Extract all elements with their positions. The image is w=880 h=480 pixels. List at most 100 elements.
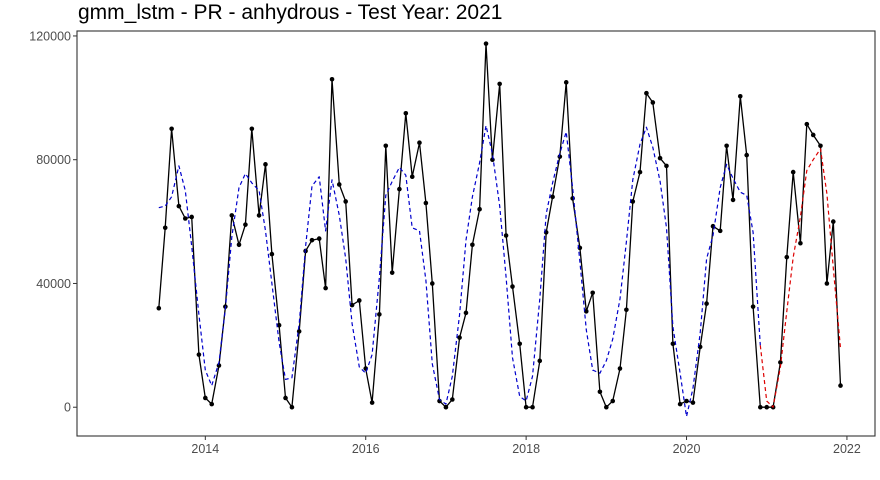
data-point xyxy=(790,169,796,175)
data-point xyxy=(249,126,255,132)
data-point xyxy=(497,81,502,87)
data-point xyxy=(604,404,609,410)
data-point xyxy=(329,76,335,82)
data-point xyxy=(357,298,362,303)
y-tick-label: 80000 xyxy=(36,153,71,167)
data-point xyxy=(182,216,188,221)
data-point xyxy=(269,251,275,257)
data-point xyxy=(510,284,515,289)
data-point xyxy=(717,228,723,234)
data-point xyxy=(624,307,629,313)
forecast-series-line xyxy=(759,148,842,408)
data-point xyxy=(336,182,342,187)
data-point xyxy=(583,309,589,314)
data-point xyxy=(323,285,328,291)
axes: 0 40000 80000 120000 2014 2016 2018 2020 2022 xyxy=(29,29,861,456)
data-point xyxy=(156,305,162,311)
data-point xyxy=(830,219,836,224)
y-tick-label: 120000 xyxy=(29,29,71,43)
data-point xyxy=(530,404,535,410)
data-point xyxy=(750,304,756,309)
data-point xyxy=(236,242,242,248)
data-point xyxy=(664,163,669,169)
x-tick-label: 2018 xyxy=(512,442,540,456)
data-point xyxy=(637,169,643,175)
data-point xyxy=(463,310,469,316)
data-point xyxy=(276,322,282,328)
data-point xyxy=(389,270,395,275)
data-point xyxy=(590,290,595,296)
data-point xyxy=(824,281,830,286)
data-point xyxy=(316,236,322,241)
data-point xyxy=(810,132,816,138)
data-point xyxy=(256,213,262,218)
data-point xyxy=(423,200,429,206)
data-point xyxy=(457,335,462,340)
data-point xyxy=(523,404,529,410)
data-point xyxy=(563,80,569,85)
data-point xyxy=(557,154,563,159)
data-point xyxy=(189,214,194,220)
x-tick-label: 2014 xyxy=(191,442,219,456)
data-point xyxy=(243,222,248,227)
data-point xyxy=(537,358,543,364)
data-point xyxy=(443,404,449,410)
chart-title: gmm_lstm - PR - anhydrous - Test Year: 2… xyxy=(78,1,503,24)
plot-panel-border xyxy=(76,30,876,437)
fitted-series-line xyxy=(158,125,761,418)
x-tick-label: 2016 xyxy=(352,442,380,456)
data-point xyxy=(383,143,389,149)
data-point xyxy=(657,155,663,161)
actual-series-line xyxy=(158,43,842,408)
data-point xyxy=(296,329,302,334)
data-point xyxy=(169,126,174,132)
series-layer xyxy=(156,41,843,418)
data-point xyxy=(617,366,623,371)
data-point xyxy=(610,398,616,404)
data-point xyxy=(744,152,749,158)
data-point xyxy=(369,400,375,405)
data-point xyxy=(483,41,489,46)
data-point xyxy=(778,360,783,365)
data-point xyxy=(517,341,523,347)
data-point xyxy=(409,174,415,180)
data-point xyxy=(417,140,422,145)
data-point xyxy=(283,395,288,401)
data-point xyxy=(349,302,355,308)
data-point xyxy=(804,121,810,127)
data-point xyxy=(550,194,555,200)
y-tick-label: 40000 xyxy=(36,277,71,291)
data-point xyxy=(764,404,770,410)
data-point xyxy=(597,389,603,395)
data-point xyxy=(690,400,696,405)
data-point xyxy=(798,240,803,246)
data-point xyxy=(784,254,790,260)
data-point xyxy=(503,233,509,238)
data-point xyxy=(704,301,709,306)
data-point xyxy=(429,281,435,286)
data-point xyxy=(263,162,268,167)
data-point xyxy=(309,237,315,243)
data-point xyxy=(196,352,202,357)
data-point xyxy=(684,398,689,404)
data-point xyxy=(343,199,348,204)
x-tick-label: 2022 xyxy=(833,442,861,456)
data-point xyxy=(644,90,649,96)
data-point xyxy=(450,397,455,402)
data-point xyxy=(670,341,676,347)
x-tick-label: 2020 xyxy=(673,442,701,456)
data-point xyxy=(818,143,823,149)
data-point xyxy=(650,100,656,105)
data-point xyxy=(229,213,235,218)
data-point xyxy=(838,383,843,388)
data-point xyxy=(677,401,683,407)
data-point xyxy=(470,242,475,248)
data-point xyxy=(176,203,182,209)
data-point xyxy=(724,143,729,149)
data-point xyxy=(209,401,215,407)
data-point xyxy=(630,199,636,204)
data-point xyxy=(477,206,482,212)
data-point xyxy=(758,404,763,410)
data-point xyxy=(730,197,736,203)
